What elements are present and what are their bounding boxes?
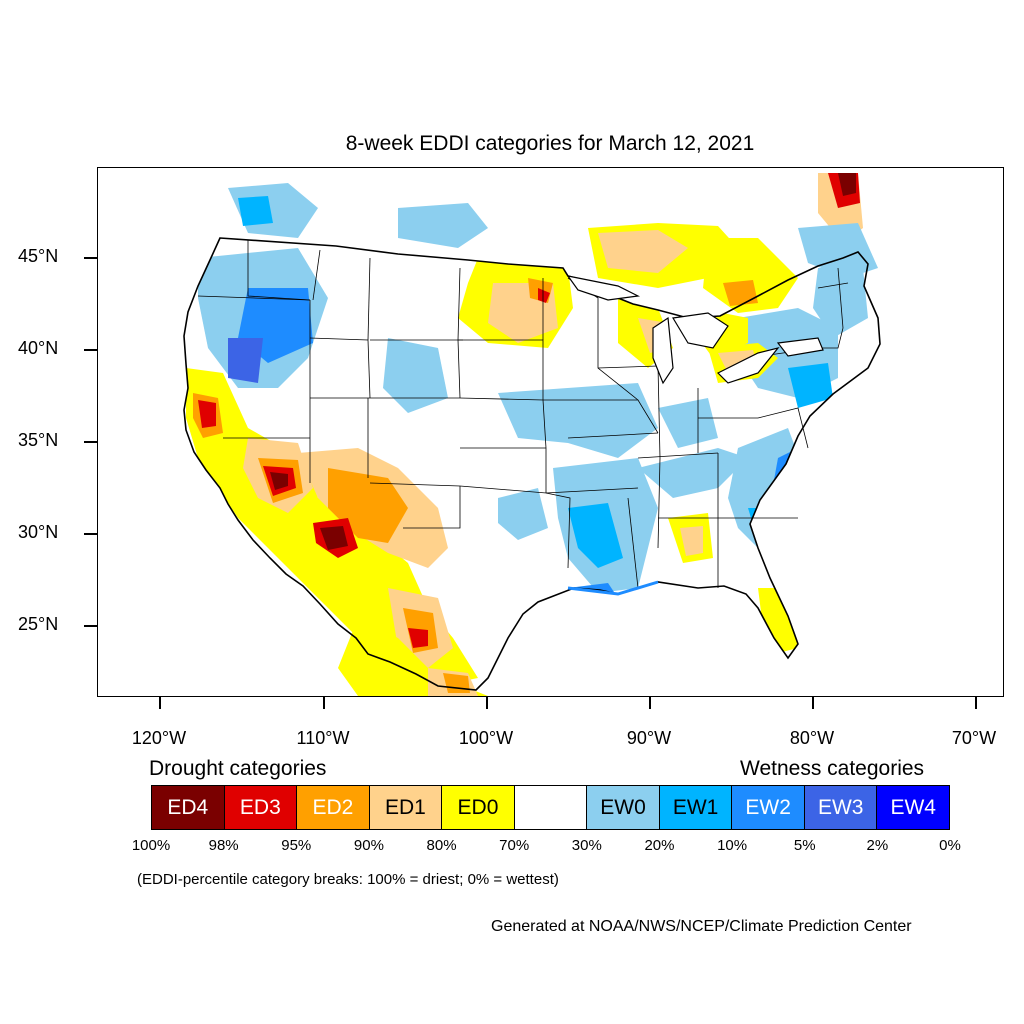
lon-tick xyxy=(323,697,325,709)
lon-label-70w: 70°W xyxy=(951,728,997,748)
percentile-label: 30% xyxy=(571,837,602,854)
map-panel xyxy=(97,167,1004,697)
legend-box-ed2: ED2 xyxy=(297,786,370,829)
lat-label-40: 40°N xyxy=(18,338,59,358)
legend-box-neutral xyxy=(514,786,588,829)
drought-heading: Drought categories xyxy=(149,757,327,780)
lon-tick xyxy=(812,697,814,709)
lon-label-80w: 80°W xyxy=(789,728,835,748)
percentile-label: 98% xyxy=(208,837,239,854)
lat-label-30: 30°N xyxy=(18,522,59,542)
legend-box-ed0: ED0 xyxy=(442,786,515,829)
lon-tick xyxy=(486,697,488,709)
legend-box-ew2: EW2 xyxy=(732,786,805,829)
percentile-label: 20% xyxy=(644,837,675,854)
category-legend: ED4 ED3 ED2 ED1 ED0 EW0 EW1 EW2 EW3 EW4 xyxy=(151,785,950,830)
map-title: 8-week EDDI categories for March 12, 202… xyxy=(345,132,755,155)
percentile-label: 5% xyxy=(793,837,816,854)
lon-tick xyxy=(975,697,977,709)
legend-box-ed4: ED4 xyxy=(152,786,225,829)
lon-label-90w: 90°W xyxy=(626,728,672,748)
lon-label-120w: 120°W xyxy=(131,728,187,748)
great-lakes xyxy=(566,275,824,385)
lat-tick xyxy=(84,257,97,259)
legend-box-ed1: ED1 xyxy=(369,786,443,829)
percentile-label: 100% xyxy=(131,837,171,854)
percentile-label: 90% xyxy=(353,837,384,854)
lon-tick xyxy=(649,697,651,709)
eddi-map xyxy=(183,173,881,696)
lat-tick xyxy=(84,349,97,351)
lat-tick xyxy=(84,625,97,627)
lat-tick xyxy=(84,533,97,535)
legend-box-ed3: ED3 xyxy=(224,786,298,829)
percentile-label: 70% xyxy=(499,837,530,854)
eddi-field xyxy=(186,248,868,686)
percentile-label: 95% xyxy=(281,837,312,854)
credit-line: Generated at NOAA/NWS/NCEP/Climate Predi… xyxy=(491,918,912,935)
legend-box-ew3: EW3 xyxy=(804,786,878,829)
lon-label-100w: 100°W xyxy=(458,728,514,748)
percentile-label: 2% xyxy=(866,837,889,854)
percentile-label: 80% xyxy=(426,837,457,854)
legend-box-ew0: EW0 xyxy=(587,786,660,829)
lat-label-35: 35°N xyxy=(18,430,59,450)
legend-box-ew4: EW4 xyxy=(877,786,950,829)
percentile-label: 0% xyxy=(939,837,961,854)
lat-label-45: 45°N xyxy=(18,246,59,266)
lat-label-25: 25°N xyxy=(18,614,59,634)
lon-label-110w: 110°W xyxy=(296,728,350,748)
percentile-label: 10% xyxy=(717,837,748,854)
lon-tick xyxy=(159,697,161,709)
category-note: (EDDI-percentile category breaks: 100% =… xyxy=(137,871,559,888)
lat-tick xyxy=(84,441,97,443)
legend-box-ew1: EW1 xyxy=(659,786,733,829)
wetness-heading: Wetness categories xyxy=(740,757,925,780)
